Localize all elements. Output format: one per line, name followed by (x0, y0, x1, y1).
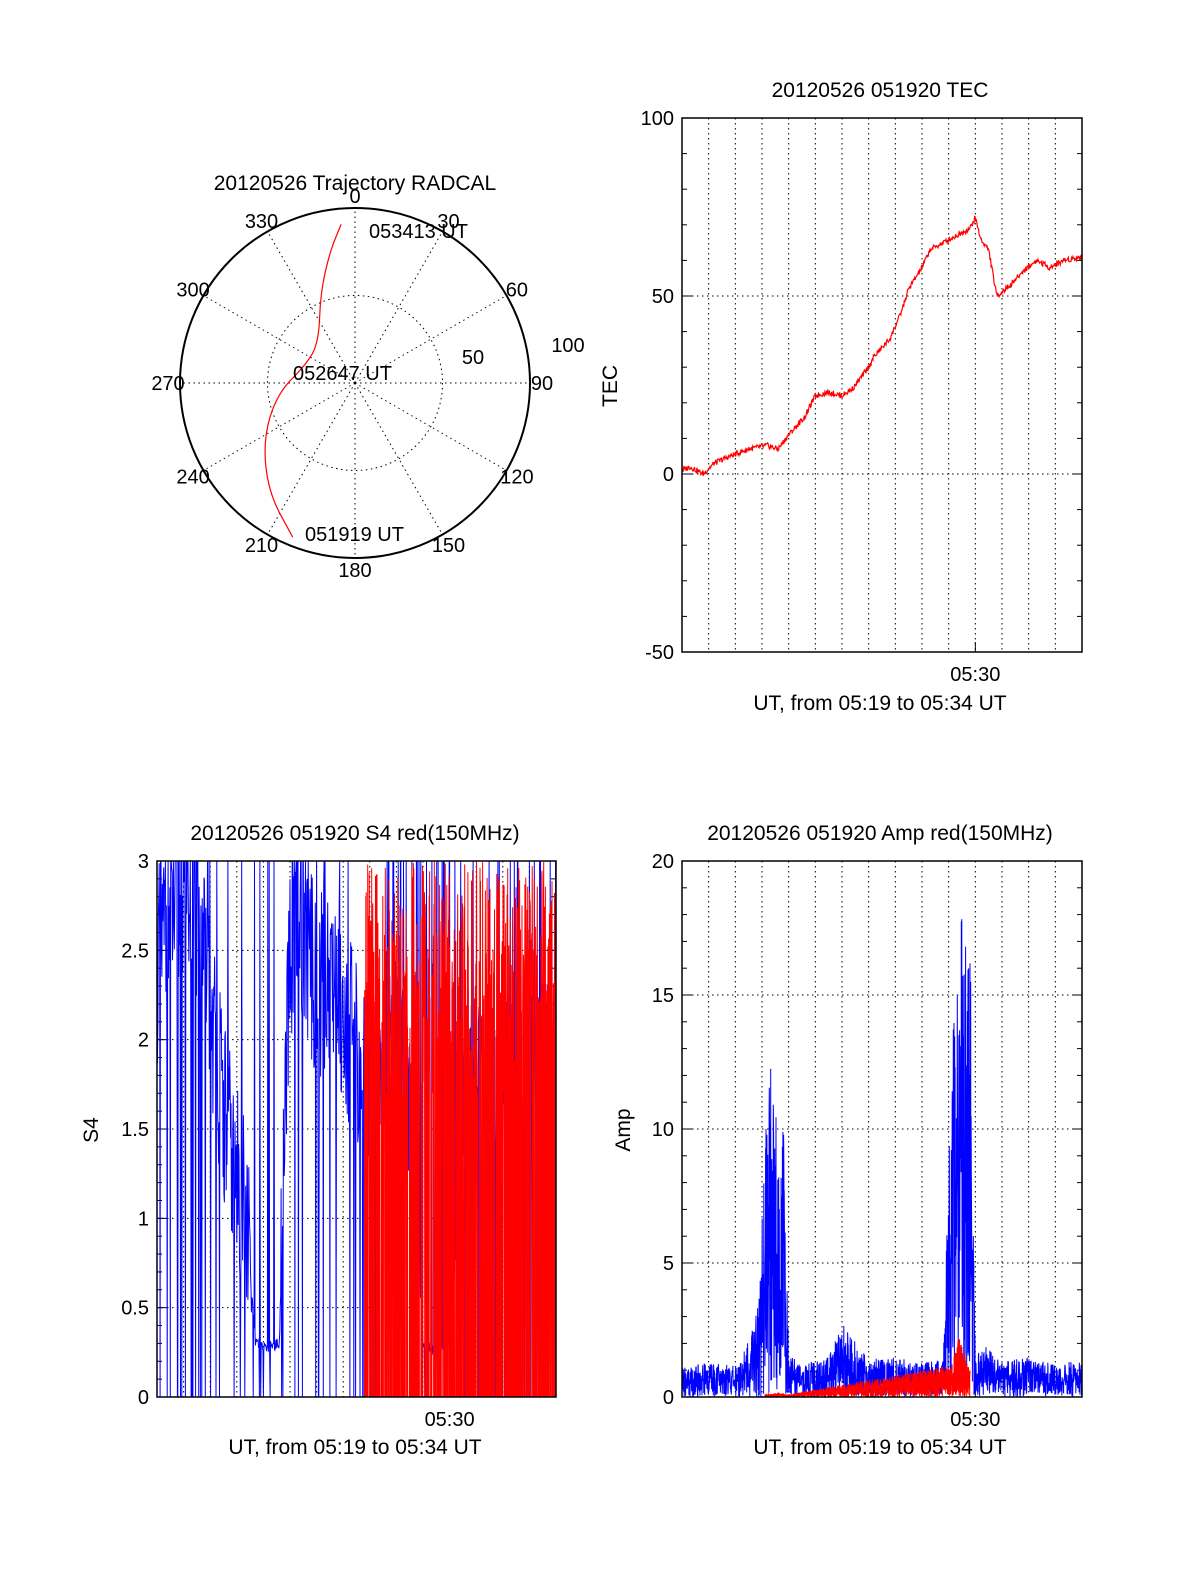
series-line-secondary (764, 1339, 971, 1399)
trajectory-time-labels: 051919 UT 052647 UT 053413 UT (293, 221, 468, 546)
y-tick-label: 2 (138, 1030, 149, 1052)
s4-panel: 20120526 051920 S4 red(150MHz) UT, from … (80, 822, 557, 1459)
polar-spoke (354, 231, 443, 384)
polar-angle-label: 240 (176, 467, 209, 489)
polar-spoke (267, 382, 356, 535)
polar-radius-label: 100 (551, 335, 584, 357)
x-tick-label: 05:30 (425, 1409, 475, 1431)
polar-radius-labels: 50 100 (462, 335, 585, 369)
y-tick-label: 0.5 (121, 1298, 149, 1320)
y-tick-label: 0 (663, 464, 674, 486)
y-tick-label: 100 (641, 108, 674, 130)
polar-outer-circle (179, 207, 531, 559)
y-tick-label: 1.5 (121, 1119, 149, 1141)
polar-angle-label: 150 (432, 535, 465, 557)
y-tick-label: 0 (663, 1387, 674, 1409)
x-tick-label: 05:30 (950, 664, 1000, 686)
y-tick-label: 20 (652, 851, 674, 873)
amp-title: 20120526 051920 Amp red(150MHz) (707, 822, 1053, 845)
polar-spoke (203, 382, 356, 471)
y-tick-label: 0 (138, 1387, 149, 1409)
trajectory-time-label: 052647 UT (293, 363, 392, 385)
polar-ring-50 (267, 295, 443, 471)
polar-angle-label: 0 (349, 186, 360, 208)
polar-angle-label: 300 (176, 280, 209, 302)
trajectory-time-label: 051919 UT (305, 524, 404, 546)
tec-x-axis-label: UT, from 05:19 to 05:34 UT (753, 692, 1006, 715)
polar-angle-label: 210 (245, 535, 278, 557)
y-tick-label: 50 (652, 286, 674, 308)
y-tick-label: 3 (138, 851, 149, 873)
plot-frame (156, 860, 557, 1398)
s4-x-axis-label: UT, from 05:19 to 05:34 UT (228, 1436, 481, 1459)
polar-angle-label: 270 (151, 373, 184, 395)
y-tick-label: 10 (652, 1119, 674, 1141)
polar-angle-label: 330 (245, 211, 278, 233)
trajectory-time-label: 053413 UT (369, 221, 468, 243)
series-line-primary (681, 215, 1083, 477)
y-tick-label: -50 (645, 642, 674, 664)
amp-panel: 20120526 051920 Amp red(150MHz) UT, from… (612, 822, 1083, 1459)
plot-frame (681, 117, 1083, 653)
amp-y-axis-label: Amp (612, 1108, 635, 1151)
series-line-primary (681, 919, 1083, 1399)
polar-trajectory-panel: 20120526 Trajectory RADCAL 0 30 60 90 120 150… (151, 172, 584, 582)
polar-title: 20120526 Trajectory RADCAL (214, 172, 497, 195)
polar-grid (179, 207, 531, 559)
polar-angle-label: 90 (531, 373, 553, 395)
polar-radius-label: 50 (462, 347, 484, 369)
polar-spoke (354, 295, 507, 384)
trajectory-line (264, 224, 342, 538)
polar-angle-label: 60 (506, 280, 528, 302)
y-tick-label: 1 (138, 1208, 149, 1230)
plot-frame (681, 860, 1083, 1398)
y-tick-label: 2.5 (121, 940, 149, 962)
x-tick-label: 05:30 (950, 1409, 1000, 1431)
s4-y-axis-label: S4 (80, 1117, 103, 1143)
polar-angle-label: 180 (338, 560, 371, 582)
tec-panel: 20120526 051920 TEC UT, from 05:19 to 05… (599, 79, 1083, 715)
polar-spoke (267, 231, 356, 384)
amp-x-axis-label: UT, from 05:19 to 05:34 UT (753, 1436, 1006, 1459)
polar-spoke (203, 295, 356, 384)
y-tick-label: 5 (663, 1253, 674, 1275)
tec-title: 20120526 051920 TEC (772, 79, 989, 102)
polar-angle-labels: 0 30 60 90 120 150 180 210 240 270 300 330 (151, 186, 553, 582)
polar-angle-label: 120 (500, 467, 533, 489)
polar-spoke (354, 382, 507, 471)
tec-y-axis-label: TEC (599, 365, 622, 407)
y-tick-label: 15 (652, 985, 674, 1007)
s4-title: 20120526 051920 S4 red(150MHz) (190, 822, 519, 845)
polar-spoke (354, 382, 443, 535)
polar-angle-label: 30 (437, 211, 459, 233)
